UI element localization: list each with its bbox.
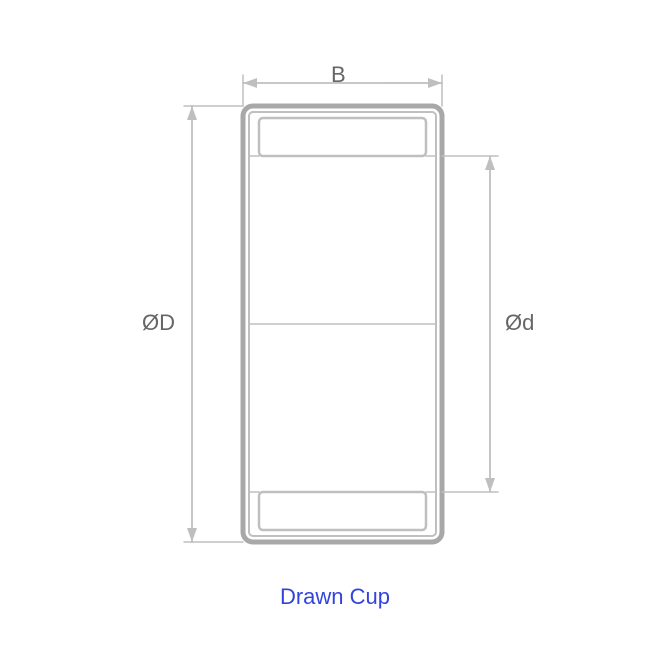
diagram-svg bbox=[0, 0, 670, 670]
figure-caption: Drawn Cup bbox=[0, 584, 670, 610]
dimension-label-d: Ød bbox=[505, 310, 534, 336]
dimension-label-B: B bbox=[331, 62, 346, 88]
diagram-canvas: B ØD Ød Drawn Cup bbox=[0, 0, 670, 670]
dimension-label-D: ØD bbox=[142, 310, 175, 336]
